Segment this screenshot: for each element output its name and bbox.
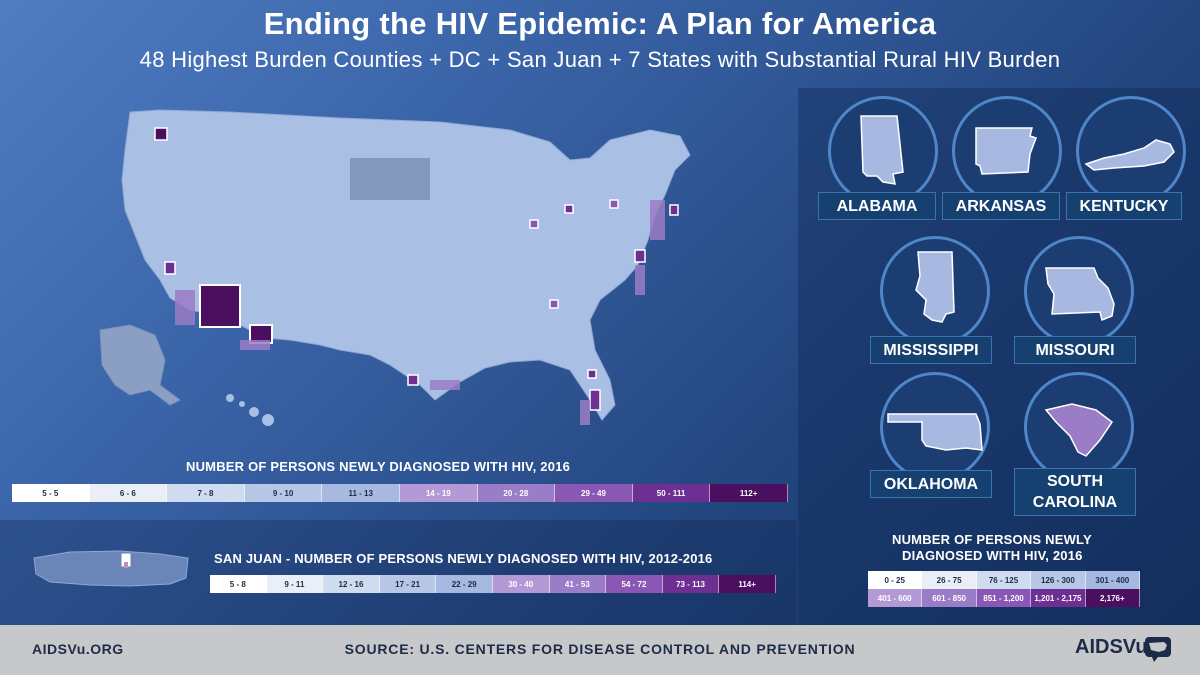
footer-site-link[interactable]: AIDSVu.ORG (32, 641, 124, 657)
footer: AIDSVu.ORG SOURCE: U.S. CENTERS FOR DISE… (0, 625, 1200, 675)
state-legend-title-line2: DIAGNOSED WITH HIV, 2016 (902, 548, 1083, 563)
legend-bin: 11 - 13 (322, 484, 400, 502)
state-label: MISSOURI (1014, 336, 1136, 364)
contiguous-us (121, 109, 691, 421)
page-title: Ending the HIV Epidemic: A Plan for Amer… (263, 6, 937, 41)
legend-bin: 17 - 21 (379, 575, 437, 593)
high-burden-counties (154, 127, 679, 411)
us-map-logo-icon (1145, 637, 1171, 662)
legend-bin: 112+ (710, 484, 788, 502)
san-juan-legend-title: SAN JUAN - NUMBER OF PERSONS NEWLY DIAGN… (214, 551, 713, 566)
legend-bin: 54 - 72 (606, 575, 663, 593)
state-label: OKLAHOMA (870, 470, 992, 498)
alaska (99, 324, 181, 406)
oklahoma-shape (887, 413, 983, 451)
legend-bin: 12 - 16 (323, 575, 380, 593)
county-legend-title: NUMBER OF PERSONS NEWLY DIAGNOSED WITH H… (186, 459, 571, 474)
legend-bin: 29 - 49 (555, 484, 633, 502)
state-legend-title-line1: NUMBER OF PERSONS NEWLY (892, 532, 1092, 547)
state-label: SOUTH CAROLINA (1014, 468, 1136, 516)
alabama-shape (860, 115, 904, 185)
legend-bin: 1,201 - 2,175 (1031, 589, 1086, 607)
page-subtitle: 48 Highest Burden Counties + DC + San Ju… (139, 47, 1061, 72)
state-legend-row2: 401 - 600 601 - 850 851 - 1,200 1,201 - 2,1… (868, 589, 1141, 607)
arkansas-shape (975, 127, 1037, 175)
footer-source: SOURCE: U.S. CENTERS FOR DISEASE CONTROL… (344, 641, 856, 657)
legend-bin: 14 - 19 (399, 484, 478, 502)
legend-bin: 601 - 850 (922, 589, 977, 607)
legend-bin: 26 - 75 (922, 571, 977, 589)
legend-bin: 6 - 6 (89, 484, 168, 502)
south-carolina-shape (1044, 403, 1114, 457)
state-label: KENTUCKY (1066, 192, 1182, 220)
legend-bin: 22 - 29 (436, 575, 493, 593)
legend-bin: 76 - 125 (976, 571, 1032, 589)
legend-bin: 20 - 28 (477, 484, 556, 502)
legend-bin: 9 - 11 (266, 575, 324, 593)
state-label: ARKANSAS (942, 192, 1060, 220)
legend-bin: 5 - 8 (210, 575, 267, 593)
coastal-purple-counties (175, 200, 665, 425)
legend-bin: 114+ (719, 575, 776, 593)
footer-brand: AIDSVu (1075, 636, 1148, 658)
mississippi-shape (915, 251, 955, 323)
legend-bin: 2,176+ (1085, 589, 1141, 607)
legend-bin: 301 - 400 (1085, 571, 1141, 589)
puerto-rico-map (33, 550, 189, 587)
legend-bin: 30 - 40 (492, 575, 550, 593)
state-label: MISSISSIPPI (870, 336, 992, 364)
missouri-shape (1045, 267, 1115, 322)
state-label: ALABAMA (818, 192, 936, 220)
legend-bin: 50 - 111 (632, 484, 711, 502)
state-circle (1024, 372, 1134, 482)
legend-bin: 41 - 53 (549, 575, 607, 593)
legend-bin: 126 - 300 (1031, 571, 1086, 589)
legend-bin: 0 - 25 (868, 571, 923, 589)
legend-bin: 5 - 5 (12, 484, 90, 502)
legend-bin: 851 - 1,200 (976, 589, 1032, 607)
state-legend-row1: 0 - 25 26 - 75 76 - 125 126 - 300 301 - 400 (868, 571, 1141, 589)
us-county-map (99, 109, 691, 426)
legend-bin: 401 - 600 (868, 589, 923, 607)
legend-bin: 9 - 10 (244, 484, 323, 502)
hawaii (226, 394, 274, 426)
kentucky-shape (1084, 139, 1175, 171)
legend-bin: 73 - 113 (662, 575, 720, 593)
legend-bin: 7 - 8 (167, 484, 245, 502)
